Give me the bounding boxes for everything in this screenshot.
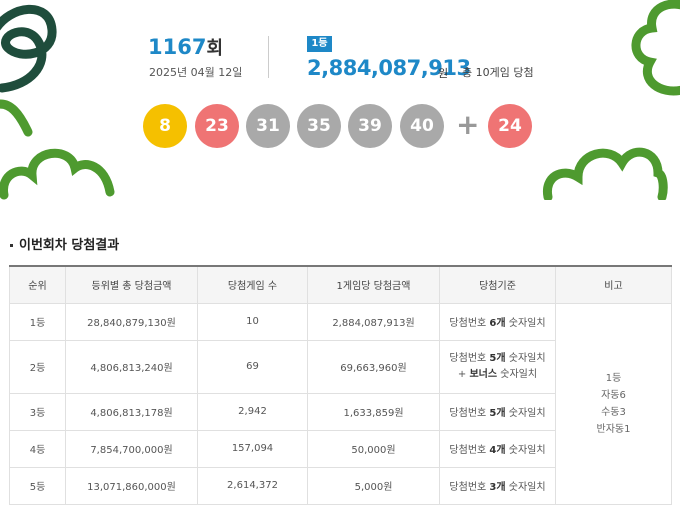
cell-per-game: 5,000원: [307, 466, 440, 505]
remark-line: 1등: [605, 372, 622, 384]
cell-rank: 1등: [9, 302, 66, 341]
cell-games: 2,614,372: [197, 466, 308, 505]
divider: [268, 36, 269, 78]
table-row: 2등 4,806,813,240원 69 69,663,960원 당첨번호 5개…: [9, 339, 672, 394]
first-rank-badge: 1등: [307, 36, 332, 52]
criteria-text: 숫자일치: [505, 445, 546, 456]
remark-line: 반자동1: [596, 423, 631, 435]
winning-ball-6: 40: [400, 104, 444, 148]
header-winning-games: 당첨게임 수: [197, 265, 308, 304]
criteria-text: 당첨번호: [449, 445, 490, 456]
winning-ball-1: 8: [143, 104, 187, 148]
winning-ball-2: 23: [195, 104, 239, 148]
criteria-count: 5개: [489, 352, 506, 364]
criteria-bonus: 보너스: [469, 368, 498, 380]
draw-date: 2025년 04월 12일: [149, 66, 243, 79]
criteria-count: 4개: [489, 445, 506, 456]
cell-total: 28,840,879,130원: [65, 302, 198, 341]
bonus-ball: 24: [488, 104, 532, 148]
criteria-text: 숫자일치: [505, 408, 546, 419]
cell-rank: 3등: [9, 392, 66, 431]
cell-criteria: 당첨번호 5개 숫자일치 + 보너스 숫자일치: [439, 339, 556, 394]
table-row: 3등 4,806,813,178원 2,942 1,633,859원 당첨번호 …: [9, 392, 672, 431]
criteria-text: 당첨번호: [449, 318, 490, 329]
criteria-text: +: [457, 368, 470, 380]
cell-per-game: 1,633,859원: [307, 392, 440, 431]
cell-total: 13,071,860,000원: [65, 466, 198, 505]
draw-number: 1167회: [148, 34, 223, 60]
criteria-text: 숫자일치: [505, 352, 546, 364]
criteria-text: 숫자일치: [505, 318, 546, 329]
cell-per-game: 69,663,960원: [307, 339, 440, 394]
cell-remark: 1등 자동6 수동3 반자동1: [555, 302, 672, 505]
criteria-text: 당첨번호: [449, 482, 490, 493]
winning-ball-4: 35: [297, 104, 341, 148]
table-row: 5등 13,071,860,000원 2,614,372 5,000원 당첨번호…: [9, 466, 672, 505]
cell-per-game: 2,884,087,913원: [307, 302, 440, 341]
draw-number-suffix: 회: [206, 38, 224, 59]
first-prize-amount: 2,884,087,913: [307, 56, 471, 80]
table-row: 4등 7,854,700,000원 157,094 50,000원 당첨번호 4…: [9, 429, 672, 468]
criteria-count: 5개: [489, 408, 506, 419]
table-row: 1등 28,840,879,130원 10 2,884,087,913원 당첨번…: [9, 302, 672, 505]
criteria-count: 3개: [489, 482, 506, 493]
cell-per-game: 50,000원: [307, 429, 440, 468]
table-header-row: 순위 등위별 총 당첨금액 당첨게임 수 1게임당 당첨금액 당첨기준 비고: [9, 265, 672, 304]
cell-rank: 2등: [9, 339, 66, 394]
cell-games: 69: [197, 339, 308, 394]
cell-rank: 5등: [9, 466, 66, 505]
criteria-text: 당첨번호: [449, 352, 490, 364]
bullet-icon: [10, 244, 13, 247]
cell-games: 2,942: [197, 392, 308, 431]
decoration-bottom-right: [542, 147, 668, 200]
winning-ball-5: 39: [348, 104, 392, 148]
remark-line: 수동3: [601, 406, 626, 418]
cell-criteria: 당첨번호 4개 숫자일치: [439, 429, 556, 468]
winning-ball-3: 31: [246, 104, 290, 148]
cell-criteria: 당첨번호 6개 숫자일치: [439, 302, 556, 341]
results-table: 순위 등위별 총 당첨금액 당첨게임 수 1게임당 당첨금액 당첨기준 비고 1…: [9, 265, 672, 505]
header-remark: 비고: [555, 265, 672, 304]
header-rank: 순위: [9, 265, 66, 304]
header-total-amount: 등위별 총 당첨금액: [65, 265, 198, 304]
decoration-top-right: [631, 0, 680, 96]
cell-rank: 4등: [9, 429, 66, 468]
decoration-top-left: [0, 4, 57, 137]
header-criteria: 당첨기준: [439, 265, 556, 304]
cell-total: 4,806,813,240원: [65, 339, 198, 394]
criteria-count: 6개: [489, 318, 506, 329]
decoration-bottom-left: [0, 148, 115, 200]
cell-criteria: 당첨번호 5개 숫자일치: [439, 392, 556, 431]
first-prize-unit: 원: [438, 67, 449, 80]
cell-games: 10: [197, 302, 308, 341]
section-title: 이번회차 당첨결과: [10, 234, 119, 253]
cell-total: 7,854,700,000원: [65, 429, 198, 468]
criteria-text: 당첨번호: [449, 408, 490, 419]
criteria-text: 숫자일치: [497, 368, 538, 380]
draw-number-value: 1167: [148, 35, 207, 59]
total-winning-games: 총 10게임 당첨: [462, 66, 534, 79]
cell-criteria: 당첨번호 3개 숫자일치: [439, 466, 556, 505]
remark-line: 자동6: [601, 389, 626, 401]
cell-games: 157,094: [197, 429, 308, 468]
plus-sign: +: [456, 108, 480, 141]
criteria-text: 숫자일치: [505, 482, 546, 493]
header-per-game-amount: 1게임당 당첨금액: [307, 265, 440, 304]
cell-total: 4,806,813,178원: [65, 392, 198, 431]
section-title-text: 이번회차 당첨결과: [19, 238, 120, 253]
